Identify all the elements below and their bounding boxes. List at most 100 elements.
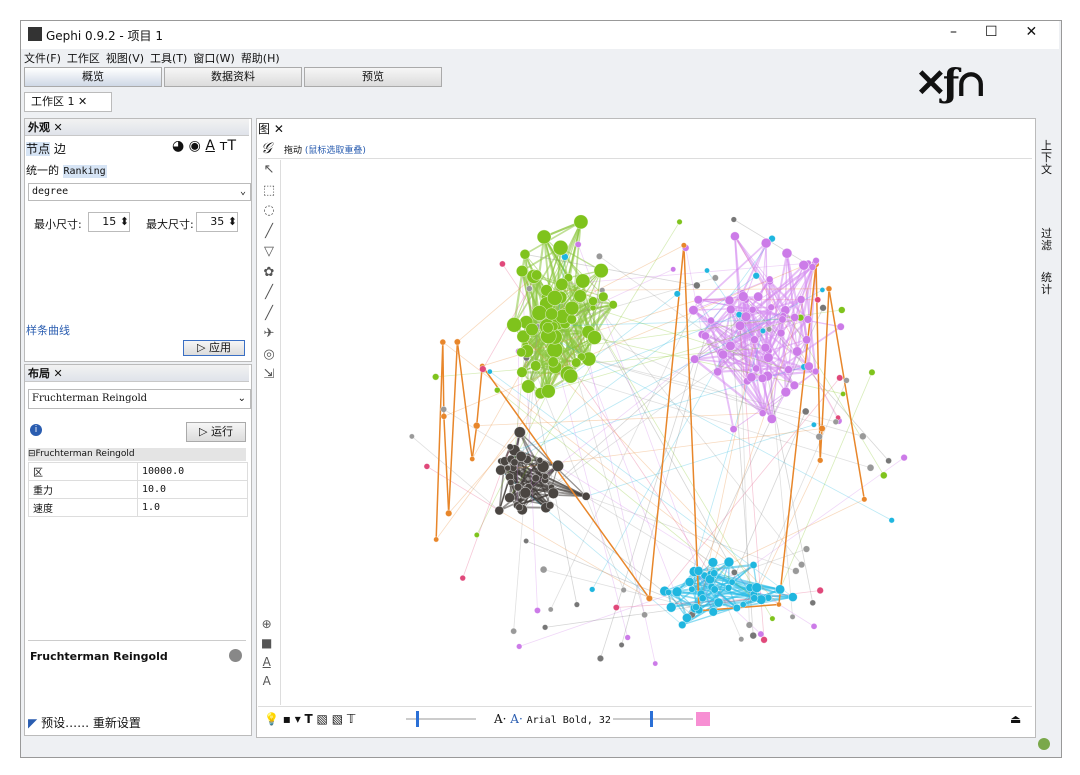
edge — [713, 574, 781, 591]
workspace-tab[interactable]: 工作区 1 ✕ — [24, 92, 112, 112]
node — [573, 289, 587, 303]
node-edge-tabs[interactable]: 节点 边 — [26, 140, 66, 157]
node — [792, 567, 800, 575]
gephi-icon: 𝒢 — [261, 139, 272, 157]
menu-item[interactable]: 视图(V) — [105, 52, 145, 65]
edge — [543, 236, 596, 338]
ranking-tab[interactable]: Ranking — [62, 165, 107, 178]
edge — [499, 510, 650, 599]
max-size-input[interactable]: 35 ⬍ — [196, 212, 238, 232]
node — [408, 433, 415, 440]
menu-item[interactable]: 文件(F) — [24, 52, 61, 65]
edge — [821, 288, 830, 429]
node — [723, 556, 735, 568]
menu-item[interactable]: 工作区 — [66, 52, 100, 65]
menu-item[interactable]: 窗口(W) — [193, 52, 235, 65]
tab-data[interactable]: 数据资料 — [164, 67, 302, 87]
run-button[interactable]: ▷ 运行 — [186, 422, 246, 442]
tool-column[interactable]: ↖ ⬚ ◌ ╱ ▽ ✿ ╱ ╱ ✈ ◎ ⇲ — [258, 160, 281, 705]
max-size-label: 最大尺寸: — [146, 218, 194, 231]
graph-canvas[interactable] — [282, 160, 1034, 705]
apply-button[interactable]: ▷ 应用 — [183, 340, 245, 356]
unique-tab[interactable]: 统一的 — [26, 164, 59, 177]
presets-button[interactable]: 预设…… — [41, 716, 90, 730]
edge — [710, 498, 865, 574]
edge — [717, 242, 767, 372]
node — [739, 601, 747, 608]
side-context[interactable]: 上下文 — [1041, 139, 1052, 176]
node — [516, 347, 527, 358]
node — [732, 603, 741, 613]
appearance-icons[interactable]: ◕ ◉ A ᴛT — [172, 138, 237, 154]
node — [682, 612, 692, 623]
menu-item[interactable]: 工具(T) — [150, 52, 188, 65]
tool-column-bottom[interactable]: ⊕ ■ A A — [261, 617, 273, 688]
edge — [731, 411, 807, 583]
node — [804, 361, 814, 372]
nodes-tab[interactable]: 节点 — [26, 142, 51, 156]
node — [608, 300, 618, 310]
edge — [548, 335, 892, 521]
node — [734, 320, 746, 331]
edge — [693, 278, 770, 311]
edge — [514, 366, 805, 451]
node — [678, 620, 687, 630]
window-controls[interactable]: –☐✕ — [950, 24, 1066, 40]
side-statistics[interactable]: 统计 — [1041, 271, 1052, 296]
edge — [782, 315, 808, 341]
graph-tab-label: 图 — [258, 122, 271, 136]
node — [612, 604, 620, 611]
node — [708, 607, 718, 617]
edges-tab[interactable]: 边 — [53, 142, 66, 156]
attribute-select[interactable]: degree ⌄ — [28, 183, 251, 201]
property-value[interactable]: 10000.0 — [137, 462, 248, 481]
edge — [682, 599, 762, 626]
edge — [786, 253, 796, 318]
node — [473, 531, 480, 538]
min-size-label: 最小尺寸: — [34, 218, 82, 231]
property-value[interactable]: 10.0 — [137, 480, 248, 499]
graph-tab[interactable]: 图 ✕ — [258, 122, 284, 136]
tab-overview[interactable]: 概览 — [24, 67, 162, 87]
node — [760, 636, 768, 644]
edge — [764, 319, 784, 349]
node — [718, 349, 728, 360]
mode-tabs[interactable]: 统一的 Ranking — [26, 162, 107, 178]
node — [757, 373, 767, 383]
edge — [471, 326, 548, 460]
edge — [579, 295, 735, 573]
node — [536, 456, 544, 464]
edge — [571, 277, 716, 320]
node — [780, 386, 791, 398]
spline-link[interactable]: 样条曲线 — [26, 324, 70, 337]
menu-item[interactable]: 帮助(H) — [240, 52, 280, 65]
bottom-toolbar[interactable]: 💡 ▪ ▾ T ▧ ▧ 𝕋 A· A· Arial Bold, 32 ⏏ — [258, 706, 1032, 731]
property-value[interactable]: 1.0 — [137, 498, 248, 517]
node — [861, 496, 868, 503]
edge — [442, 341, 730, 563]
info-icon[interactable]: i — [30, 424, 42, 436]
layout-panel — [24, 364, 252, 736]
node — [564, 300, 580, 316]
property-table: 区 10000.0 重力 10.0 速度 1.0 — [28, 462, 248, 517]
tab-preview[interactable]: 预览 — [304, 67, 442, 87]
edge — [489, 371, 794, 598]
node — [499, 260, 506, 268]
side-filter[interactable]: 过滤 — [1041, 227, 1052, 252]
property-group: ⊟Fruchterman Reingold — [28, 448, 246, 461]
node — [506, 317, 522, 333]
edge — [540, 317, 801, 394]
node — [495, 464, 507, 476]
node — [515, 503, 524, 512]
edge — [694, 345, 731, 360]
node — [705, 574, 716, 585]
layout-select[interactable]: Fruchterman Reingold ⌄ — [28, 389, 251, 409]
panel-title: 布局 — [28, 367, 50, 380]
node — [729, 425, 738, 434]
edge — [554, 297, 645, 615]
edge — [756, 586, 794, 598]
min-size-input[interactable]: 15 ⬍ — [88, 212, 130, 232]
node — [802, 545, 811, 553]
reset-button[interactable]: 重新设置 — [92, 716, 141, 730]
edge — [796, 266, 814, 352]
